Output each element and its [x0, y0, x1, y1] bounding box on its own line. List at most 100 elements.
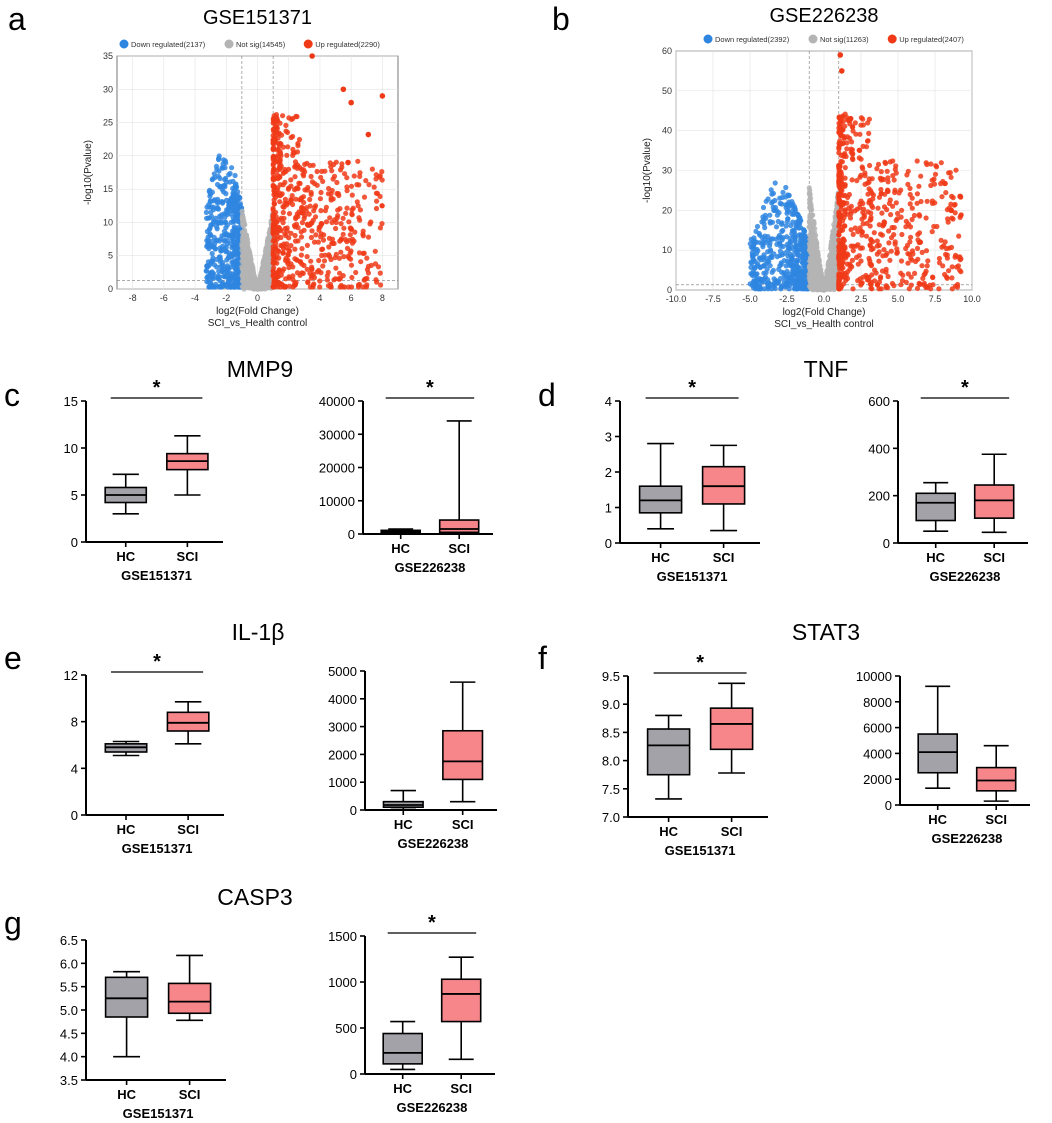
data-point: [868, 210, 874, 216]
data-point: [944, 252, 950, 258]
data-point: [762, 240, 769, 246]
data-point: [772, 180, 778, 186]
data-point: [330, 240, 336, 246]
data-point: [311, 239, 318, 245]
data-point: [277, 193, 283, 199]
data-point: [275, 185, 281, 191]
data-point: [837, 52, 844, 58]
data-point: [299, 220, 305, 226]
data-point: [842, 244, 848, 250]
dataset-label: GSE151371: [665, 843, 736, 858]
data-point: [314, 168, 320, 175]
data-point: [899, 278, 906, 284]
data-point: [339, 161, 345, 167]
y-tick-label: 3000: [328, 720, 357, 735]
x-axis-subtitle: SCI_vs_Health control: [208, 318, 308, 329]
data-point: [903, 218, 909, 224]
data-point: [836, 129, 842, 135]
data-point: [949, 264, 955, 270]
x-axis-label: log2(Fold Change): [783, 307, 866, 318]
data-point: [365, 270, 371, 276]
data-point: [958, 212, 964, 218]
data-point: [887, 197, 893, 203]
significance-star: *: [696, 652, 704, 674]
data-point: [751, 238, 758, 244]
data-point: [749, 282, 755, 288]
box-sci: [167, 982, 212, 1015]
data-point: [812, 238, 819, 244]
data-point: [349, 274, 355, 281]
data-point: [837, 116, 843, 122]
data-point: [867, 223, 873, 229]
data-point: [810, 283, 816, 289]
data-point: [779, 194, 785, 201]
data-point: [293, 185, 299, 191]
significance-star: *: [153, 377, 161, 399]
data-point: [321, 258, 328, 264]
data-point: [923, 248, 930, 254]
data-point: [270, 252, 276, 258]
y-tick-label: 40000: [319, 394, 355, 409]
data-point: [292, 159, 299, 165]
data-point: [242, 257, 248, 263]
data-point: [290, 146, 296, 152]
data-point: [878, 286, 884, 292]
data-point: [229, 195, 235, 201]
data-point: [215, 219, 221, 225]
data-point: [227, 284, 233, 290]
y-tick-label: 35: [103, 51, 113, 61]
data-point: [211, 171, 217, 177]
data-point: [261, 260, 267, 266]
box-hc: [646, 728, 691, 776]
data-point: [780, 243, 786, 250]
x-tick-label: 8: [380, 293, 385, 303]
data-point: [280, 209, 286, 216]
data-point: [888, 212, 894, 218]
data-point: [770, 204, 776, 210]
data-point: [806, 185, 812, 191]
data-point: [858, 198, 864, 204]
data-point: [286, 115, 292, 121]
data-point: [362, 276, 368, 282]
data-point: [808, 232, 815, 239]
data-point: [938, 160, 944, 166]
data-point: [868, 199, 874, 205]
data-point: [315, 239, 321, 245]
y-tick-label: 7.0: [602, 810, 620, 825]
data-point: [838, 158, 844, 164]
data-point: [290, 273, 296, 279]
data-point: [215, 200, 221, 206]
data-point: [348, 99, 354, 106]
data-point: [248, 256, 254, 263]
data-point: [908, 255, 914, 261]
data-point: [762, 274, 769, 280]
data-point: [916, 280, 922, 286]
data-point: [811, 245, 817, 252]
dataset-label: GSE226238: [398, 836, 469, 851]
data-point: [842, 207, 848, 213]
data-point: [257, 279, 263, 285]
data-point: [377, 270, 383, 276]
y-tick-label: 4.0: [60, 1050, 78, 1065]
data-point: [219, 269, 225, 275]
data-point: [318, 189, 324, 196]
data-point: [840, 218, 846, 224]
data-point: [948, 244, 955, 250]
data-point: [885, 273, 891, 280]
data-point: [750, 253, 756, 259]
data-point: [262, 278, 268, 284]
data-point: [344, 184, 350, 190]
data-point: [914, 200, 920, 206]
data-point: [806, 271, 812, 277]
data-point: [827, 269, 833, 275]
data-point: [222, 184, 228, 190]
data-point: [265, 285, 271, 291]
data-point: [218, 248, 224, 254]
box-hc: [917, 733, 959, 774]
data-point: [930, 274, 936, 280]
data-point: [783, 223, 789, 229]
y-tick-label: 0: [667, 285, 672, 295]
data-point: [899, 231, 905, 238]
y-tick-label: 0: [605, 536, 612, 551]
data-point: [857, 174, 863, 180]
